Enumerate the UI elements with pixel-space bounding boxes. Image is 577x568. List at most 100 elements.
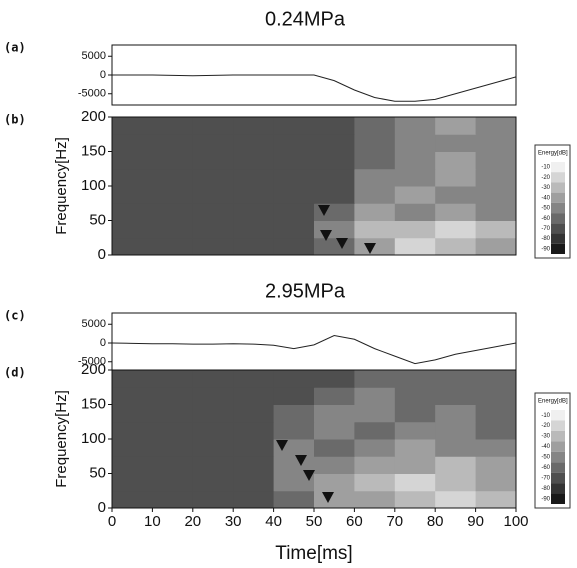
- heat-cell: [273, 490, 315, 509]
- heat-cell: [233, 387, 275, 405]
- heat-cell: [435, 203, 477, 221]
- colorbar-label: Energy[dB]: [538, 399, 568, 405]
- colorbar-swatch: [551, 182, 565, 193]
- heat-cell: [354, 421, 396, 440]
- heat-cell: [233, 203, 275, 221]
- heat-cell: [273, 117, 315, 135]
- arrow-markers: [276, 205, 376, 503]
- heat-cell: [192, 151, 234, 170]
- colorbar-swatch: [551, 420, 565, 431]
- heat-cell: [192, 203, 234, 221]
- colorbar-swatch: [551, 483, 565, 494]
- heat-cell: [112, 473, 153, 492]
- colorbar-swatch: [551, 410, 565, 421]
- heat-cell: [152, 456, 194, 474]
- heat-cell: [435, 237, 477, 256]
- heat-cell: [152, 186, 194, 204]
- heat-cell: [394, 151, 436, 170]
- heat-cell: [233, 220, 275, 239]
- heat-cell: [192, 473, 234, 492]
- heat-cell: [192, 439, 234, 457]
- heat-cell: [435, 439, 477, 457]
- colorbar-swatch: [551, 172, 565, 183]
- heat-cell: [233, 439, 275, 457]
- heat-cell: [354, 404, 396, 423]
- panel: 2.95MPa (c) 5000 0 -5000: [4, 280, 517, 374]
- heat-cell: [354, 203, 396, 221]
- colorbar-swatch: [551, 493, 565, 504]
- colorbar-tick-label: -20: [541, 423, 550, 429]
- y-tick-label: 0: [98, 246, 106, 263]
- heat-cell: [233, 117, 275, 135]
- colorbar-tick-label: -80: [541, 486, 550, 492]
- heat-cell: [152, 151, 194, 170]
- marker: [320, 230, 332, 241]
- colorbar-tick-label: -80: [541, 236, 550, 242]
- colorbar-tick-label: -60: [541, 465, 550, 471]
- colorbar-swatch: [551, 472, 565, 484]
- heat-cell: [273, 168, 315, 187]
- heat-cell: [112, 117, 153, 135]
- heat-cell: [273, 387, 315, 405]
- colorbar-tick-label: -90: [541, 496, 550, 502]
- x-tick-label: 0: [108, 513, 116, 530]
- heat-cell: [435, 490, 477, 509]
- heat-cell: [273, 404, 315, 423]
- y-tick-label: 0: [98, 499, 106, 516]
- heat-cell: [354, 439, 396, 457]
- heat-cell: [394, 421, 436, 440]
- heat-cell: [435, 421, 477, 440]
- heat-cell: [152, 387, 194, 405]
- heat-cell: [152, 134, 194, 152]
- heat-cell: [233, 168, 275, 187]
- heat-cell: [475, 203, 517, 221]
- heat-cell: [273, 237, 315, 256]
- heat-cell: [314, 473, 355, 492]
- heat-cell: [435, 456, 477, 474]
- waveform: [111, 334, 517, 365]
- heat-cell: [354, 387, 396, 405]
- y-tick-label: 150: [81, 395, 106, 412]
- chart-title: 2.95MPa: [265, 280, 346, 302]
- heat-cell: [394, 168, 436, 187]
- y-tick-label: 0: [100, 69, 106, 81]
- heat-cell: [394, 490, 436, 509]
- heat-cell: [354, 168, 396, 187]
- heat-cell: [475, 387, 517, 405]
- heat-cell: [394, 456, 436, 474]
- marker: [276, 440, 288, 451]
- x-tick-label: 50: [306, 513, 323, 530]
- heat-cell: [314, 237, 355, 256]
- heat-cell: [354, 117, 396, 135]
- heat-cell: [192, 387, 234, 405]
- y-tick-label: 100: [81, 177, 106, 194]
- marker: [336, 238, 348, 249]
- colorbar-tick-label: -30: [541, 434, 550, 440]
- heat-cell: [394, 186, 436, 204]
- heat-cell: [314, 370, 355, 388]
- heat-cell: [394, 473, 436, 492]
- heat-cell: [435, 186, 477, 204]
- heat-cell: [112, 490, 153, 509]
- panel-label: (d): [4, 366, 26, 380]
- heat-cell: [475, 421, 517, 440]
- y-tick-label: 50: [89, 464, 106, 481]
- heat-cell: [273, 203, 315, 221]
- heat-cell: [475, 473, 517, 492]
- heat-cell: [354, 186, 396, 204]
- heat-cell: [233, 473, 275, 492]
- heat-cell: [314, 186, 355, 204]
- y-tick-label: 5000: [82, 318, 106, 330]
- heat-cell: [394, 117, 436, 135]
- heat-cell: [273, 151, 315, 170]
- marker: [295, 455, 307, 466]
- heat-cell: [112, 203, 153, 221]
- colorbar-swatch: [551, 243, 565, 254]
- panel: (d) Frequency[Hz] Energy[dB] -10 -20 -30 -40 -5…: [4, 361, 571, 564]
- colorbar-swatch: [551, 192, 565, 203]
- heat-cell: [475, 186, 517, 204]
- heat-cell: [192, 117, 234, 135]
- heat-cell: [435, 134, 477, 152]
